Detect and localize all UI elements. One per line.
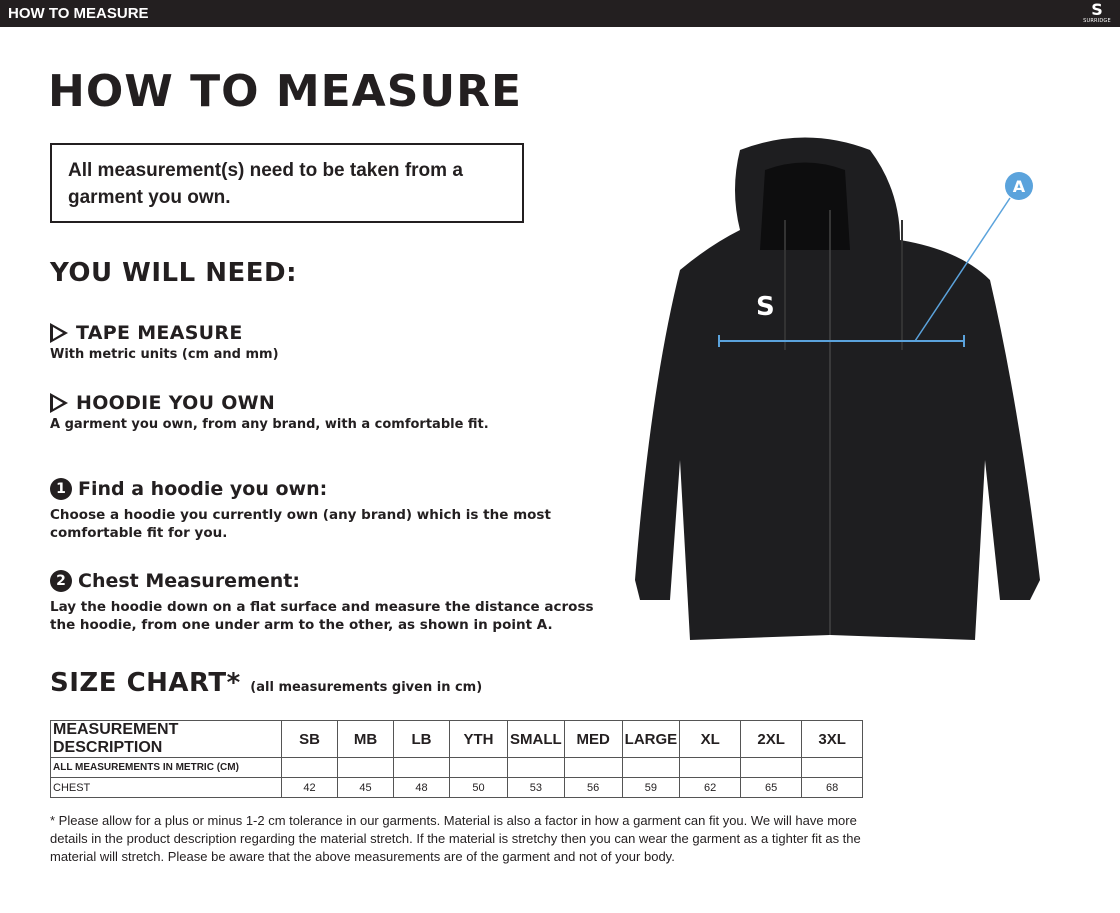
- size-chart-title: SIZE CHART: [50, 668, 227, 698]
- size-chart-table: MEASUREMENT DESCRIPTION SB MB LB YTH SMA…: [50, 720, 864, 798]
- play-triangle-icon: [50, 323, 68, 343]
- need-item-title: TAPE MEASURE: [76, 322, 243, 344]
- header-cell: YTH: [449, 720, 508, 758]
- value-cell: 42: [281, 777, 338, 798]
- value-cell: 53: [507, 777, 565, 798]
- step-2: 2 Chest Measurement: Lay the hoodie down …: [50, 570, 610, 634]
- size-chart-heading: SIZE CHART* (all measurements given in c…: [50, 668, 482, 698]
- row-label: CHEST: [50, 777, 282, 798]
- step-desc: Lay the hoodie down on a flat surface an…: [50, 599, 594, 633]
- value-cell: 59: [621, 777, 681, 798]
- hoodie-body: [635, 137, 1040, 640]
- asterisk: *: [226, 668, 241, 698]
- header-cell: MEASUREMENT DESCRIPTION: [50, 720, 282, 758]
- footnote: * Please allow for a plus or minus 1-2 c…: [50, 813, 861, 864]
- step-number-icon: 1: [50, 478, 72, 500]
- header-cell: 2XL: [740, 720, 803, 758]
- value-cell: 45: [337, 777, 394, 798]
- value-cell: 48: [393, 777, 450, 798]
- page-title: HOW TO MEASURE: [48, 66, 523, 117]
- value-cell: 65: [740, 777, 803, 798]
- point-a-marker: [1005, 172, 1033, 200]
- value-cell: 68: [801, 777, 864, 798]
- need-item-title: HOODIE YOU OWN: [76, 392, 276, 414]
- top-bar-title: HOW TO MEASURE: [8, 5, 149, 22]
- you-will-need-heading: YOU WILL NEED:: [50, 258, 297, 288]
- step-title: Find a hoodie you own:: [78, 478, 328, 500]
- size-chart-subtitle: (all measurements given in cm): [250, 680, 483, 695]
- table-header-row: MEASUREMENT DESCRIPTION SB MB LB YTH SMA…: [50, 720, 864, 758]
- step-desc: Choose a hoodie you currently own (any b…: [50, 507, 551, 541]
- need-item-tape: TAPE MEASURE With metric units (cm and m…: [50, 322, 279, 362]
- need-item-hoodie: HOODIE YOU OWN A garment you own, from a…: [50, 392, 489, 432]
- header-cell: SMALL: [507, 720, 565, 758]
- play-triangle-icon: [50, 393, 68, 413]
- metric-label: ALL MEASUREMENTS IN METRIC (CM): [50, 757, 282, 778]
- value-cell: 50: [449, 777, 508, 798]
- header-cell: 3XL: [801, 720, 864, 758]
- header-cell: XL: [679, 720, 742, 758]
- header-cell: LARGE: [621, 720, 681, 758]
- step-1: 1 Find a hoodie you own: Choose a hoodie …: [50, 478, 610, 542]
- header-cell: LB: [393, 720, 450, 758]
- value-cell: 62: [679, 777, 742, 798]
- step-number-icon: 2: [50, 570, 72, 592]
- surridge-logo: S SURRIDGE: [1083, 0, 1111, 25]
- top-bar: HOW TO MEASURE S SURRIDGE: [0, 0, 1120, 27]
- point-a-label: A: [1013, 177, 1026, 196]
- header-cell: SB: [281, 720, 338, 758]
- need-item-desc: With metric units (cm and mm): [50, 347, 279, 362]
- step-title: Chest Measurement:: [78, 570, 300, 592]
- notice-box: All measurement(s) need to be taken from…: [50, 143, 524, 223]
- value-cell: 56: [563, 777, 623, 798]
- hoodie-diagram: S A: [635, 137, 1040, 640]
- header-cell: MED: [563, 720, 623, 758]
- need-item-desc: A garment you own, from any brand, with …: [50, 417, 489, 432]
- metric-row: ALL MEASUREMENTS IN METRIC (CM): [50, 757, 864, 778]
- hoodie-logo: S: [756, 292, 775, 322]
- table-row: CHEST 42 45 48 50 53 56 59 62 65 68: [50, 777, 864, 798]
- header-cell: MB: [337, 720, 394, 758]
